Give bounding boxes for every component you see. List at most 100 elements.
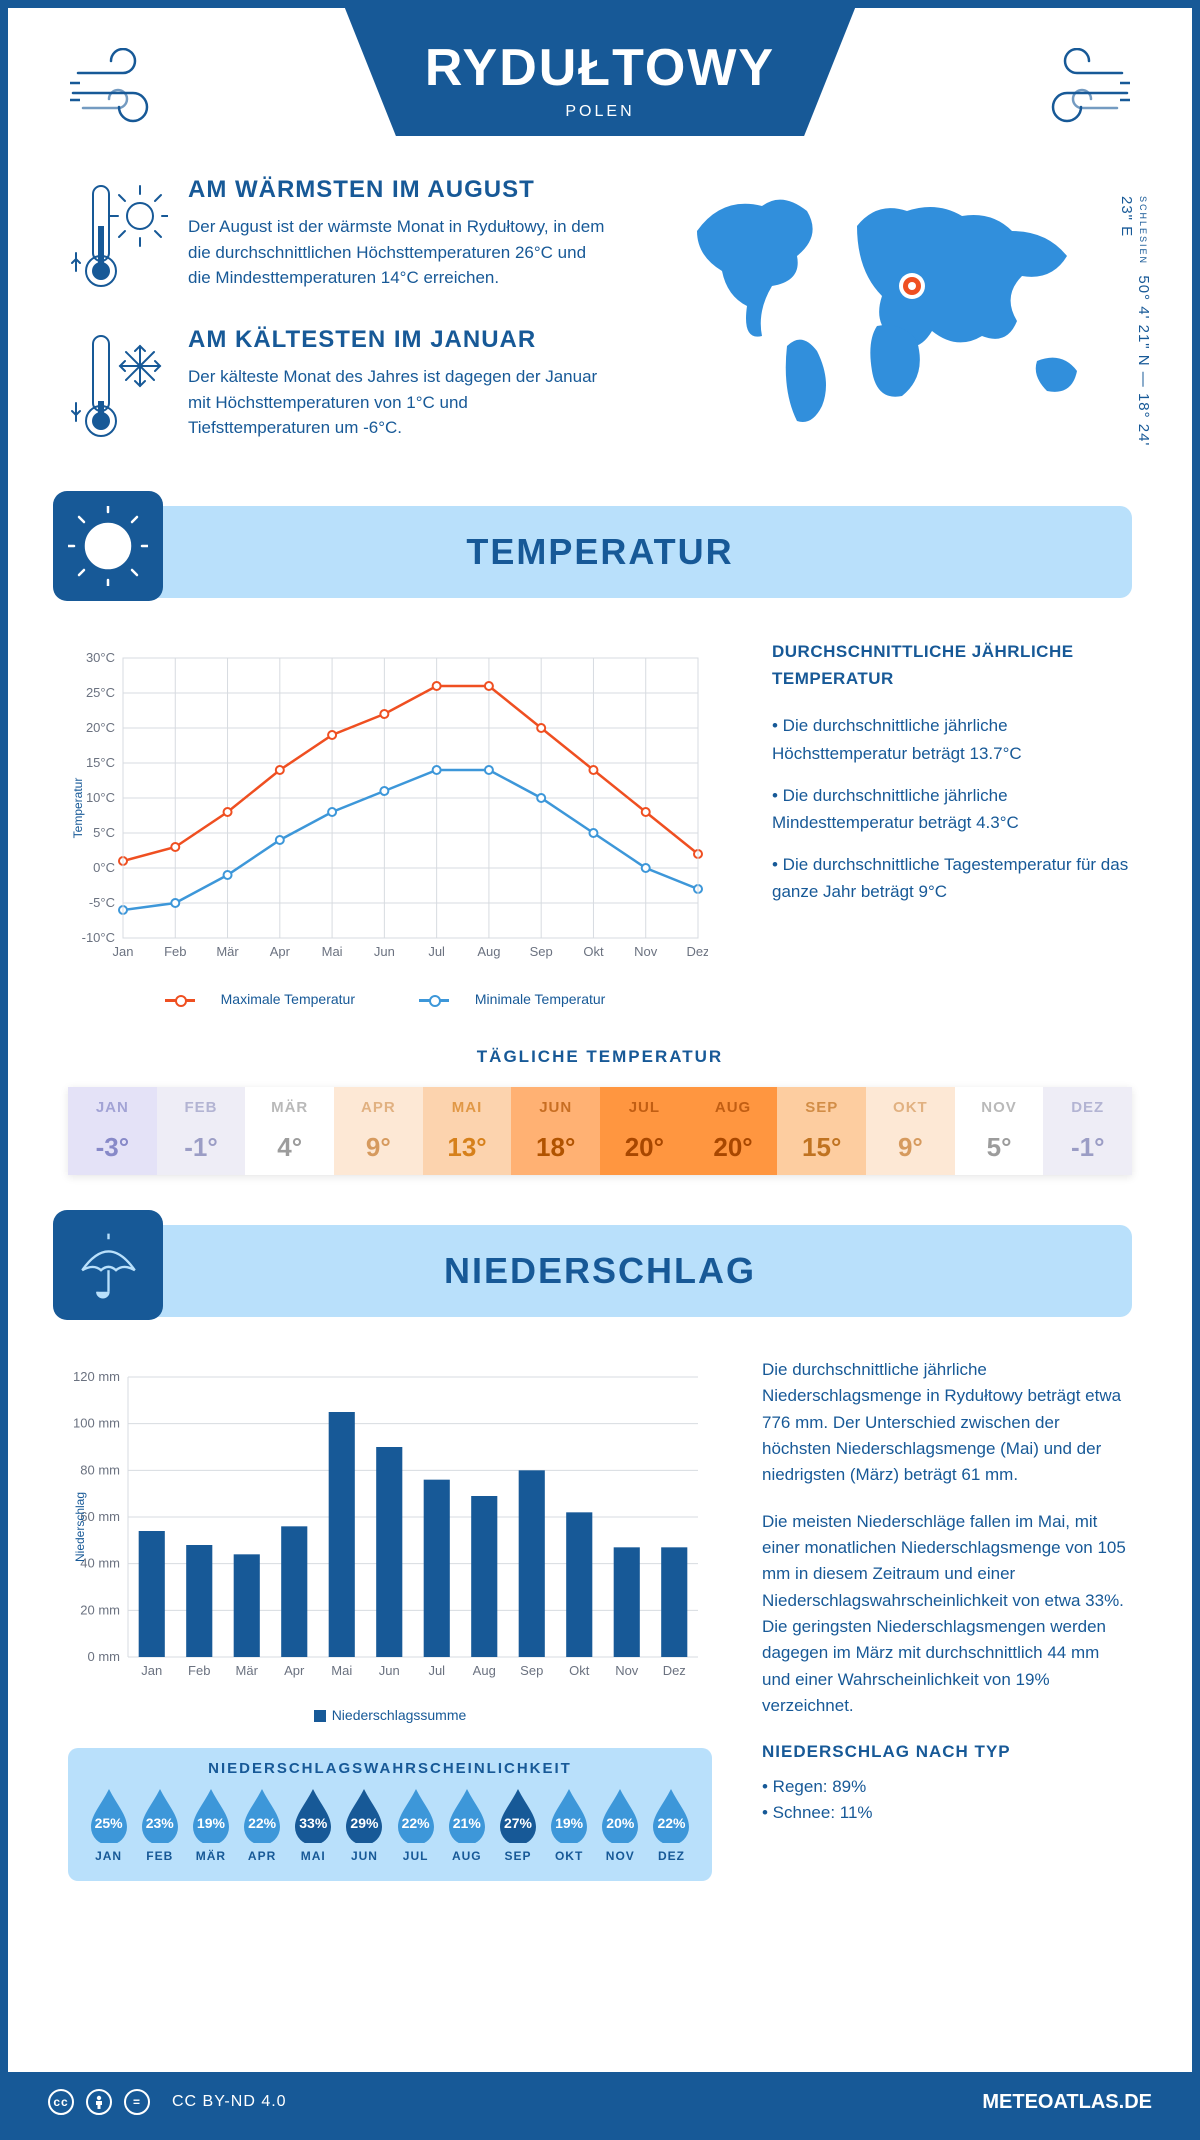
svg-text:0°C: 0°C — [93, 860, 115, 875]
precipitation-title: NIEDERSCHLAG — [444, 1250, 756, 1291]
svg-text:-10°C: -10°C — [82, 930, 115, 945]
temperature-title: TEMPERATUR — [466, 531, 733, 572]
svg-text:Aug: Aug — [473, 1663, 496, 1678]
daily-temp-title: TÄGLICHE TEMPERATUR — [68, 1047, 1132, 1067]
svg-text:25°C: 25°C — [86, 685, 115, 700]
probability-drop: 21%AUG — [444, 1787, 489, 1863]
svg-text:Sep: Sep — [520, 1663, 543, 1678]
brand-name: METEOATLAS.DE — [982, 2091, 1152, 2114]
svg-text:30°C: 30°C — [86, 650, 115, 665]
daily-temp-cell: JUN18° — [511, 1087, 600, 1175]
precipitation-section-header: NIEDERSCHLAG — [68, 1225, 1132, 1317]
probability-drop: 20%NOV — [598, 1787, 643, 1863]
world-map-box: SCHLESIEN 50° 4' 21" N — 18° 24' 23" E — [652, 176, 1132, 476]
probability-drop: 27%SEP — [495, 1787, 540, 1863]
country-name: POLEN — [425, 103, 775, 121]
by-icon — [86, 2089, 112, 2115]
coldest-block: AM KÄLTESTEN IM JANUAR Der kälteste Mona… — [68, 326, 612, 446]
daily-temp-cell: DEZ-1° — [1043, 1087, 1132, 1175]
probability-drop: 22%DEZ — [649, 1787, 694, 1863]
svg-text:Okt: Okt — [569, 1663, 590, 1678]
daily-temp-cell: APR9° — [334, 1087, 423, 1175]
coordinates: SCHLESIEN 50° 4' 21" N — 18° 24' 23" E — [1118, 196, 1152, 476]
probability-drop: 33%MAI — [291, 1787, 336, 1863]
umbrella-icon — [53, 1210, 163, 1320]
svg-text:Temperatur: Temperatur — [71, 778, 85, 839]
page-footer: cc = CC BY-ND 4.0 METEOATLAS.DE — [8, 2072, 1192, 2132]
svg-text:100 mm: 100 mm — [73, 1416, 120, 1431]
precipitation-summary-text: Die durchschnittliche jährliche Niedersc… — [762, 1357, 1132, 1881]
svg-text:0 mm: 0 mm — [88, 1649, 121, 1664]
svg-text:Mai: Mai — [331, 1663, 352, 1678]
svg-text:Mär: Mär — [236, 1663, 259, 1678]
sun-icon — [53, 491, 163, 601]
svg-text:Nov: Nov — [634, 944, 658, 959]
probability-drop: 25%JAN — [86, 1787, 131, 1863]
thermometer-hot-icon — [68, 176, 168, 296]
svg-text:Feb: Feb — [164, 944, 186, 959]
probability-drop: 19%MÄR — [188, 1787, 233, 1863]
svg-text:15°C: 15°C — [86, 755, 115, 770]
svg-text:-5°C: -5°C — [89, 895, 115, 910]
world-map-icon — [652, 176, 1132, 436]
probability-drop: 22%APR — [240, 1787, 285, 1863]
coldest-text: Der kälteste Monat des Jahres ist dagege… — [188, 364, 612, 441]
nd-icon: = — [124, 2089, 150, 2115]
temperature-section-header: TEMPERATUR — [68, 506, 1132, 598]
svg-text:Jan: Jan — [113, 944, 134, 959]
probability-drop: 19%OKT — [547, 1787, 592, 1863]
daily-temp-cell: MÄR4° — [245, 1087, 334, 1175]
thermometer-cold-icon — [68, 326, 168, 446]
daily-temp-cell: JAN-3° — [68, 1087, 157, 1175]
summary-row: AM WÄRMSTEN IM AUGUST Der August ist der… — [68, 176, 1132, 476]
svg-text:10°C: 10°C — [86, 790, 115, 805]
temperature-line-chart: -10°C -5°C 0°C 5°C 10°C 15°C 20°C 25°C 30°C Jan Fe… — [68, 638, 722, 1007]
daily-temp-cell: FEB-1° — [157, 1087, 246, 1175]
daily-temp-cell: OKT9° — [866, 1087, 955, 1175]
daily-temp-cell: SEP15° — [777, 1087, 866, 1175]
license-text: CC BY-ND 4.0 — [172, 2093, 287, 2111]
svg-text:Apr: Apr — [284, 1663, 305, 1678]
svg-text:Jun: Jun — [379, 1663, 400, 1678]
svg-text:120 mm: 120 mm — [73, 1369, 120, 1384]
probability-drop: 22%JUL — [393, 1787, 438, 1863]
coldest-title: AM KÄLTESTEN IM JANUAR — [188, 326, 612, 354]
precipitation-probability-panel: NIEDERSCHLAGSWAHRSCHEINLICHKEIT 25%JAN23… — [68, 1748, 712, 1881]
wind-icon — [1022, 48, 1132, 128]
svg-text:20°C: 20°C — [86, 720, 115, 735]
page-header: RYDUŁTOWY POLEN — [68, 38, 1132, 136]
svg-text:Jan: Jan — [141, 1663, 162, 1678]
svg-text:Dez: Dez — [686, 944, 708, 959]
temperature-summary-text: DURCHSCHNITTLICHE JÄHRLICHE TEMPERATUR •… — [772, 638, 1132, 1007]
svg-text:5°C: 5°C — [93, 825, 115, 840]
daily-temperature-strip: JAN-3°FEB-1°MÄR4°APR9°MAI13°JUN18°JUL20°… — [68, 1087, 1132, 1175]
cc-icon: cc — [48, 2089, 74, 2115]
svg-text:Aug: Aug — [477, 944, 500, 959]
chart-legend: Niederschlagssumme — [68, 1707, 712, 1723]
daily-temp-cell: MAI13° — [423, 1087, 512, 1175]
wind-icon — [68, 48, 178, 128]
probability-drop: 23%FEB — [137, 1787, 182, 1863]
svg-text:Mai: Mai — [322, 944, 343, 959]
svg-text:20 mm: 20 mm — [80, 1602, 120, 1617]
svg-text:Mär: Mär — [216, 944, 239, 959]
svg-text:Jul: Jul — [428, 1663, 445, 1678]
svg-text:Okt: Okt — [583, 944, 604, 959]
precipitation-bar-chart: 0 mm20 mm40 mm60 mm80 mm100 mm120 mmJanF… — [68, 1357, 712, 1723]
probability-drop: 29%JUN — [342, 1787, 387, 1863]
daily-temp-cell: NOV5° — [955, 1087, 1044, 1175]
svg-text:Apr: Apr — [270, 944, 291, 959]
svg-text:Jul: Jul — [428, 944, 445, 959]
chart-legend: Maximale Temperatur Minimale Temperatur — [68, 991, 722, 1007]
svg-text:Sep: Sep — [530, 944, 553, 959]
daily-temp-cell: AUG20° — [689, 1087, 778, 1175]
warmest-text: Der August ist der wärmste Monat in Rydu… — [188, 214, 612, 291]
title-banner: RYDUŁTOWY POLEN — [345, 8, 855, 136]
city-name: RYDUŁTOWY — [425, 38, 775, 98]
daily-temp-cell: JUL20° — [600, 1087, 689, 1175]
svg-text:Dez: Dez — [663, 1663, 686, 1678]
warmest-block: AM WÄRMSTEN IM AUGUST Der August ist der… — [68, 176, 612, 296]
svg-text:Feb: Feb — [188, 1663, 210, 1678]
svg-text:Niederschlag: Niederschlag — [73, 1492, 87, 1562]
warmest-title: AM WÄRMSTEN IM AUGUST — [188, 176, 612, 204]
